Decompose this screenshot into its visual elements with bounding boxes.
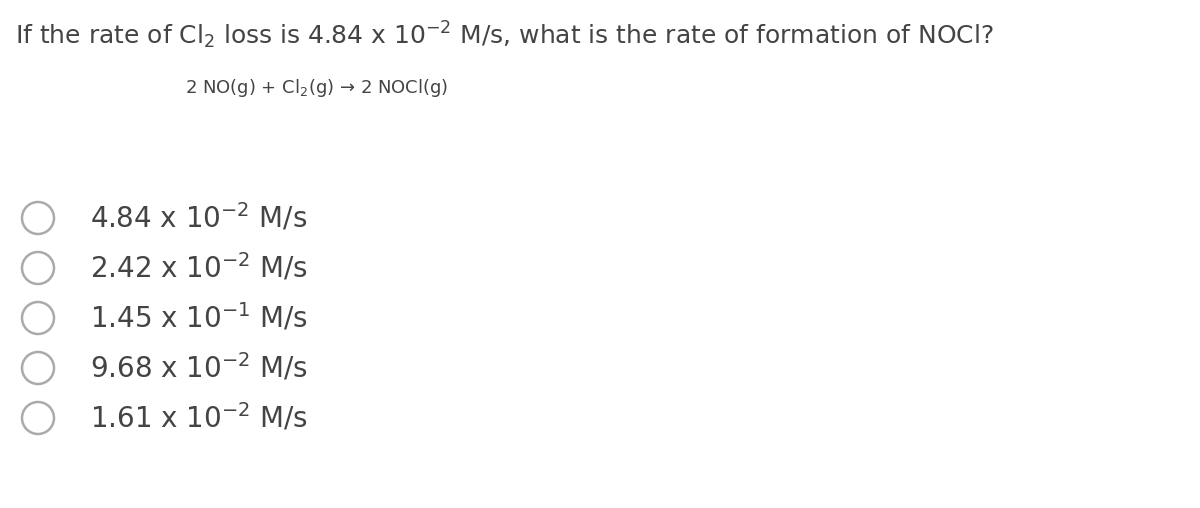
Text: 1.61 x 10$^{-2}$ M/s: 1.61 x 10$^{-2}$ M/s <box>90 402 308 434</box>
Text: If the rate of Cl$_2$ loss is 4.84 x 10$^{-2}$ M/s, what is the rate of formatio: If the rate of Cl$_2$ loss is 4.84 x 10$… <box>14 20 994 51</box>
Text: 2.42 x 10$^{-2}$ M/s: 2.42 x 10$^{-2}$ M/s <box>90 252 308 284</box>
Text: 9.68 x 10$^{-2}$ M/s: 9.68 x 10$^{-2}$ M/s <box>90 352 308 384</box>
Text: 1.45 x 10$^{-1}$ M/s: 1.45 x 10$^{-1}$ M/s <box>90 302 308 334</box>
Text: 2 NO(g) + Cl$_2$(g) → 2 NOCl(g): 2 NO(g) + Cl$_2$(g) → 2 NOCl(g) <box>185 77 449 99</box>
Text: 4.84 x 10$^{-2}$ M/s: 4.84 x 10$^{-2}$ M/s <box>90 202 307 234</box>
